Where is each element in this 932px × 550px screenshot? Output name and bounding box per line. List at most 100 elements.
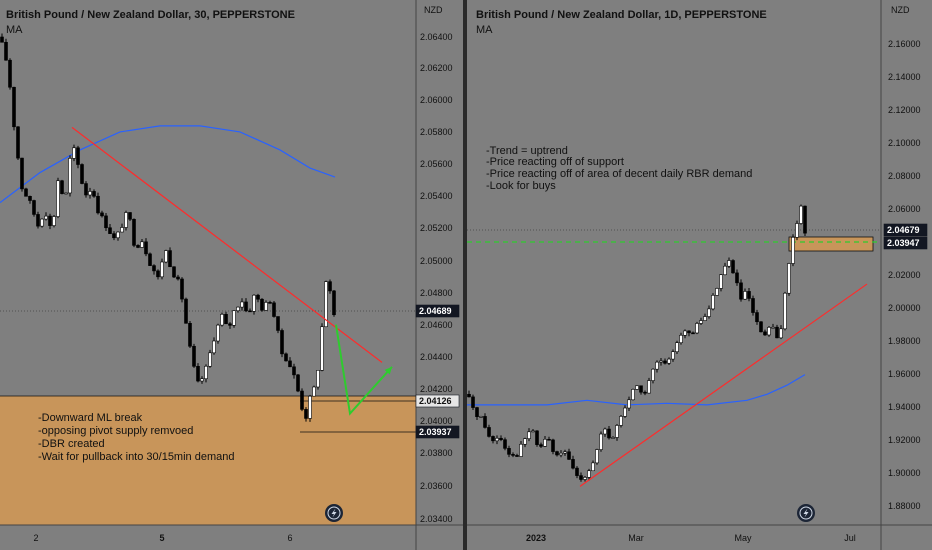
price-tags: 2.04689 2.04126 2.03937 bbox=[415, 304, 460, 439]
candle-body bbox=[587, 470, 591, 478]
candle-body bbox=[276, 316, 280, 331]
candle-body bbox=[771, 326, 775, 329]
candle-body bbox=[647, 380, 651, 394]
candle-body bbox=[192, 345, 196, 367]
candle-body bbox=[543, 438, 547, 447]
arrowhead-icon bbox=[384, 366, 392, 375]
candle-body bbox=[803, 205, 807, 234]
candle-body bbox=[671, 351, 675, 360]
uptrend-line[interactable] bbox=[579, 283, 868, 487]
candle-body bbox=[723, 265, 727, 276]
price-tag-label: 2.04126 bbox=[419, 396, 452, 406]
candle-body bbox=[491, 436, 495, 442]
candle-body bbox=[611, 437, 615, 439]
candle-body bbox=[799, 205, 803, 224]
lightning-icon[interactable] bbox=[797, 504, 815, 522]
price-tick-label: 2.14000 bbox=[888, 72, 921, 82]
candle-body bbox=[735, 272, 739, 284]
price-tick-label: 2.06400 bbox=[420, 32, 453, 42]
time-tick-label: 2 bbox=[33, 533, 38, 543]
candle-body bbox=[663, 360, 667, 364]
candle-body bbox=[304, 409, 308, 419]
candle-body bbox=[591, 462, 595, 472]
candle-body bbox=[719, 274, 723, 289]
price-axis[interactable]: 2.16000 2.14000 2.12000 2.10000 2.08000 2.060… bbox=[888, 39, 921, 511]
candle-body bbox=[531, 430, 535, 433]
price-tag bbox=[415, 425, 460, 439]
candle-body bbox=[60, 180, 64, 194]
candle-body bbox=[76, 147, 80, 165]
candle-body bbox=[655, 361, 659, 370]
price-tick-label: 2.04800 bbox=[420, 288, 453, 298]
candle-body bbox=[92, 191, 96, 197]
candle-body bbox=[703, 316, 707, 321]
candle-body bbox=[523, 438, 527, 445]
candle-body bbox=[176, 276, 180, 280]
candle-body bbox=[232, 310, 236, 326]
candle-body bbox=[571, 459, 575, 469]
candle-body bbox=[256, 294, 260, 300]
candle-body bbox=[551, 439, 555, 452]
candle-body bbox=[583, 477, 587, 480]
candle-body bbox=[575, 467, 579, 476]
candle-body bbox=[4, 41, 8, 61]
candle-body bbox=[140, 241, 144, 248]
candles bbox=[467, 204, 807, 482]
candle-body bbox=[759, 321, 763, 333]
time-tick-label: 6 bbox=[287, 533, 292, 543]
right-chart-panel[interactable]: 2.16000 2.14000 2.12000 2.10000 2.08000 2.060… bbox=[467, 0, 932, 550]
price-tick-label: 2.06000 bbox=[888, 204, 921, 214]
candle-body bbox=[248, 310, 252, 313]
price-tick-label: 1.90000 bbox=[888, 468, 921, 478]
candle-body bbox=[667, 358, 671, 364]
time-tick-label: 5 bbox=[159, 533, 164, 543]
candle-body bbox=[695, 323, 699, 334]
candle-body bbox=[260, 298, 264, 311]
candle-body bbox=[180, 278, 184, 300]
price-tick-label: 2.05600 bbox=[420, 159, 453, 169]
candle-body bbox=[779, 328, 783, 339]
candle-body bbox=[328, 281, 332, 292]
note-line-1: -Trend = uptrend bbox=[486, 145, 568, 157]
candle-body bbox=[212, 340, 216, 354]
price-tick-label: 2.04400 bbox=[420, 352, 453, 362]
candle-body bbox=[599, 433, 603, 450]
candle-body bbox=[731, 260, 735, 274]
demand-zone-30m bbox=[0, 396, 416, 525]
price-tag-label: 2.04689 bbox=[419, 306, 452, 316]
price-tag bbox=[415, 394, 460, 408]
candle-body bbox=[40, 218, 44, 227]
price-tick-label: 2.04200 bbox=[420, 384, 453, 394]
panel-divider[interactable] bbox=[463, 0, 467, 550]
candle-body bbox=[559, 452, 563, 456]
candle-body bbox=[264, 302, 268, 311]
price-tick-label: 2.05200 bbox=[420, 223, 453, 233]
indicator-label[interactable]: MA bbox=[6, 24, 23, 36]
candle-body bbox=[96, 195, 100, 214]
indicator-label[interactable]: MA bbox=[476, 24, 493, 36]
time-axis[interactable]: 2 5 6 bbox=[33, 533, 292, 543]
price-tick-label: 1.96000 bbox=[888, 369, 921, 379]
candle-body bbox=[16, 126, 20, 159]
candle-body bbox=[563, 451, 567, 454]
downtrend-line[interactable] bbox=[71, 126, 383, 363]
lightning-icon[interactable] bbox=[325, 504, 343, 522]
left-chart-svg: 2.06400 2.06200 2.06000 2.05800 2.05600 2.054… bbox=[0, 0, 463, 550]
price-axis[interactable]: 2.06400 2.06200 2.06000 2.05800 2.05600 2.054… bbox=[420, 32, 453, 524]
candle-body bbox=[216, 324, 220, 342]
candle-body bbox=[152, 265, 156, 272]
price-tick-label: 2.02000 bbox=[888, 270, 921, 280]
candle-body bbox=[236, 306, 240, 312]
candle-body bbox=[467, 393, 471, 398]
price-tick-label: 2.04600 bbox=[420, 320, 453, 330]
candle-body bbox=[184, 298, 188, 324]
time-axis[interactable]: 2023 Mar May Jul bbox=[526, 533, 856, 543]
left-chart-panel[interactable]: 2.06400 2.06200 2.06000 2.05800 2.05600 2.054… bbox=[0, 0, 463, 550]
note-line-1: -Downward ML break bbox=[38, 412, 143, 424]
candle-body bbox=[148, 253, 152, 266]
price-tick-label: 1.88000 bbox=[888, 501, 921, 511]
candle-body bbox=[200, 378, 204, 382]
candle-body bbox=[84, 183, 88, 196]
price-tick-label: 2.05400 bbox=[420, 191, 453, 201]
projection-arrow[interactable] bbox=[335, 324, 393, 416]
